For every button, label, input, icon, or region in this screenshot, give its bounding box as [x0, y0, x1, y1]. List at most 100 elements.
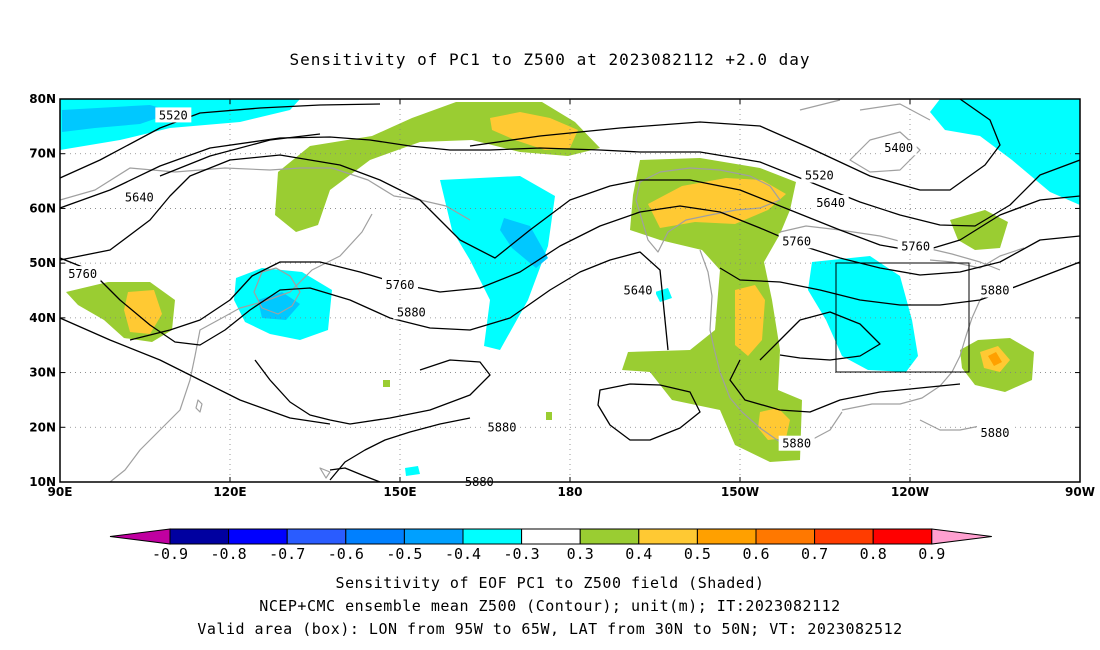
contour-label-7: 5760 — [897, 238, 934, 254]
z500-contour-3 — [60, 136, 1080, 227]
svg-text:5880: 5880 — [782, 437, 811, 451]
z500-contour-7 — [60, 251, 669, 351]
colorbar-label-3: -0.7 — [269, 545, 305, 563]
lat-tick-label-60N: 60N — [29, 201, 56, 215]
svg-text:5760: 5760 — [68, 267, 97, 281]
lon-tick-label-90E: 90E — [48, 485, 73, 499]
contour-labels: 5520 5400 5520 5640 5640 5760 5760 5760 5760 5880… — [64, 107, 1013, 489]
svg-text:5640: 5640 — [816, 196, 845, 210]
colorbar-swatch-4 — [345, 528, 405, 545]
coastline-10 — [919, 419, 981, 431]
colorbar-swatch-2 — [228, 528, 288, 545]
contour-label-16: 5880 — [484, 419, 520, 435]
contour-label-12: 5880 — [977, 282, 1013, 298]
colorbar-swatch-10 — [696, 528, 757, 545]
lat-tick-label-30N: 30N — [29, 366, 56, 380]
colorbar-label-7: -0.3 — [504, 545, 540, 563]
svg-text:5760: 5760 — [386, 278, 415, 292]
colorbar-label-6: -0.4 — [445, 545, 481, 563]
z500-contour-9 — [759, 311, 881, 361]
coastline-4 — [195, 399, 203, 413]
pos-small-2 — [546, 412, 552, 420]
contour-label-1: 5520 — [155, 107, 192, 123]
lat-tick-label-70N: 70N — [29, 147, 56, 161]
contour-label-2: 5400 — [880, 140, 917, 156]
z500-contour-10 — [60, 317, 331, 425]
colorbar-swatch-11 — [755, 528, 816, 545]
z500-contour-14 — [329, 417, 471, 481]
pos-small-1 — [383, 380, 390, 387]
colorbar-swatch-3 — [286, 528, 347, 545]
z500-contour-1 — [60, 103, 381, 179]
coastline-12 — [929, 247, 1025, 269]
colorbar-label-12: 0.7 — [801, 545, 828, 563]
pos-western-us-core — [735, 285, 765, 356]
z500-contour-13 — [729, 359, 961, 413]
lon-tick-label-150E: 150E — [383, 485, 416, 499]
svg-text:5400: 5400 — [884, 141, 913, 155]
contour-label-6: 5760 — [778, 233, 815, 249]
svg-text:5880: 5880 — [981, 284, 1010, 298]
colorbar-swatch-5 — [403, 528, 464, 545]
z500-contour-12 — [597, 383, 701, 441]
colorbar-label-10: 0.5 — [684, 545, 711, 563]
svg-text:5760: 5760 — [901, 240, 930, 254]
caption-line-2: NCEP+CMC ensemble mean Z500 (Contour); u… — [259, 597, 841, 615]
valid-area-box — [835, 262, 970, 373]
contour-label-3: 5520 — [801, 167, 838, 183]
contour-label-10: 5880 — [393, 304, 430, 320]
colorbar: -0.9 -0.8 -0.7 -0.6 -0.5 -0.4 -0.3 0.3 0.4 0.5 0.6… — [109, 528, 992, 563]
colorbar-label-14: 0.9 — [918, 545, 945, 563]
contour-label-4: 5640 — [812, 194, 849, 210]
colorbar-swatch-1 — [169, 528, 230, 545]
colorbar-label-8: 0.3 — [567, 545, 594, 563]
colorbar-label-11: 0.6 — [742, 545, 769, 563]
colorbar-label-4: -0.6 — [328, 545, 364, 563]
neg-small-1 — [655, 288, 672, 302]
neg-japan-core — [258, 292, 300, 320]
svg-text:5520: 5520 — [805, 169, 834, 183]
lon-tick-label-150W: 150W — [721, 485, 759, 499]
chart-title: Sensitivity of PC1 to Z500 at 2023082112… — [289, 50, 811, 69]
axis-ticks: 90E120E150E180150W120W90W60W80N70N60N50N… — [29, 92, 1095, 499]
z500-contour-2 — [469, 99, 1001, 191]
svg-text:5880: 5880 — [488, 420, 517, 434]
contour-label-8: 5760 — [64, 266, 101, 282]
z500-contour-6 — [129, 205, 1080, 341]
neg-dateline-core — [500, 218, 548, 268]
colorbar-swatch-6 — [462, 528, 523, 545]
coastline-5 — [319, 467, 331, 479]
colorbar-arrow-low — [109, 528, 171, 545]
pos-asia-core — [124, 290, 162, 334]
coastline-3 — [253, 267, 301, 315]
coastline-11 — [799, 99, 931, 173]
colorbar-label-13: 0.8 — [860, 545, 887, 563]
colorbar-label-5: -0.5 — [386, 545, 422, 563]
lat-tick-label-40N: 40N — [29, 311, 56, 325]
contour-label-18: 5880 — [977, 424, 1013, 440]
colorbar-label-1: -0.9 — [152, 545, 188, 563]
colorbar-arrow-high — [931, 528, 992, 545]
colorbar-label-2: -0.8 — [211, 545, 247, 563]
z500-contour-4 — [159, 133, 321, 177]
svg-text:5880: 5880 — [397, 305, 426, 319]
contour-label-17: 5880 — [778, 435, 815, 451]
lon-tick-label-120W: 120W — [891, 485, 929, 499]
pos-arctic-core — [490, 112, 578, 150]
neg-arctic-west-core — [62, 105, 175, 132]
colorbar-swatch-13 — [872, 528, 933, 545]
colorbar-swatch-8 — [579, 528, 640, 545]
contour-label-9: 5760 — [382, 277, 418, 293]
lon-tick-label-180: 180 — [557, 485, 582, 499]
colorbar-swatch-7 — [521, 528, 581, 545]
colorbar-swatch-9 — [638, 528, 698, 545]
svg-text:5640: 5640 — [624, 284, 653, 298]
lat-tick-label-20N: 20N — [29, 420, 56, 434]
pos-alaska-core — [648, 178, 786, 228]
lat-tick-label-10N: 10N — [29, 475, 56, 489]
svg-text:5640: 5640 — [125, 190, 154, 204]
lat-tick-label-50N: 50N — [29, 256, 56, 270]
lon-tick-label-120E: 120E — [213, 485, 246, 499]
gridlines — [60, 99, 1080, 482]
neg-small-2 — [405, 466, 420, 476]
